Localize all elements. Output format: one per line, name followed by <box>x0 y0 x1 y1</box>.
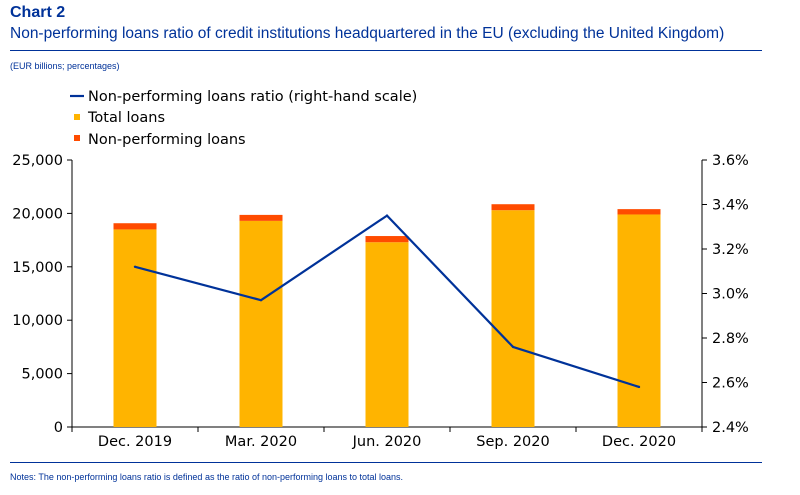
units-note: (EUR billions; percentages) <box>10 61 120 71</box>
left-tick-label: 20,000 <box>12 206 63 222</box>
right-tick-label: 2.8% <box>712 331 749 347</box>
x-tick-label: Dec. 2020 <box>602 434 676 450</box>
bar-total-loans <box>617 214 661 427</box>
right-tick-label: 2.4% <box>712 420 749 436</box>
notes-divider <box>10 462 762 463</box>
bar-total-loans <box>491 210 535 427</box>
x-tick-label: Sep. 2020 <box>476 434 549 450</box>
chart-title: Non-performing loans ratio of credit ins… <box>10 25 725 42</box>
left-tick-label: 0 <box>54 420 63 436</box>
title-divider <box>10 50 762 51</box>
bar-non-performing-loans <box>113 223 157 230</box>
legend-label-ratio: Non-performing loans ratio (right-hand s… <box>88 89 417 105</box>
tick-labels: 0 5,000 10,000 15,000 20,000 25,000 2.4% 2.6% 2.… <box>12 153 749 450</box>
chart-area: Non-performing loans ratio (right-hand s… <box>12 89 749 450</box>
legend-label-total-loans: Total loans <box>87 110 165 126</box>
left-tick-label: 15,000 <box>12 260 63 276</box>
notes: Notes: The non-performing loans ratio is… <box>10 472 404 482</box>
x-tick-label: Mar. 2020 <box>225 434 297 450</box>
x-tick-label: Dec. 2019 <box>98 434 172 450</box>
right-tick-label: 2.6% <box>712 376 749 392</box>
legend: Non-performing loans ratio (right-hand s… <box>70 89 417 148</box>
legend-swatch-npl <box>74 135 80 141</box>
right-tick-label: 3.6% <box>712 153 749 169</box>
x-tick-label: Jun. 2020 <box>352 434 422 450</box>
ratio-point <box>133 265 137 268</box>
bar-total-loans <box>239 220 283 427</box>
bar-total-loans <box>113 229 157 427</box>
bar-non-performing-loans <box>491 204 535 211</box>
ratio-point <box>637 385 641 389</box>
left-tick-label: 25,000 <box>12 153 63 169</box>
left-tick-label: 10,000 <box>12 313 63 329</box>
bar-non-performing-loans <box>617 209 661 215</box>
right-tick-label: 3.2% <box>712 242 749 258</box>
legend-swatch-total-loans <box>74 114 80 120</box>
bars <box>113 204 661 427</box>
bar-non-performing-loans <box>239 214 283 221</box>
bar-non-performing-loans <box>365 236 409 243</box>
right-tick-label: 3.0% <box>712 287 749 303</box>
ratio-point <box>511 345 515 349</box>
chart-label: Chart 2 <box>10 4 66 21</box>
bar-total-loans <box>365 242 409 427</box>
left-tick-label: 5,000 <box>21 367 63 383</box>
axes <box>67 159 707 432</box>
right-tick-label: 3.4% <box>712 198 749 214</box>
ratio-point <box>259 298 263 302</box>
ratio-line <box>133 214 641 389</box>
ratio-point <box>385 214 389 217</box>
legend-label-npl: Non-performing loans <box>88 132 246 148</box>
